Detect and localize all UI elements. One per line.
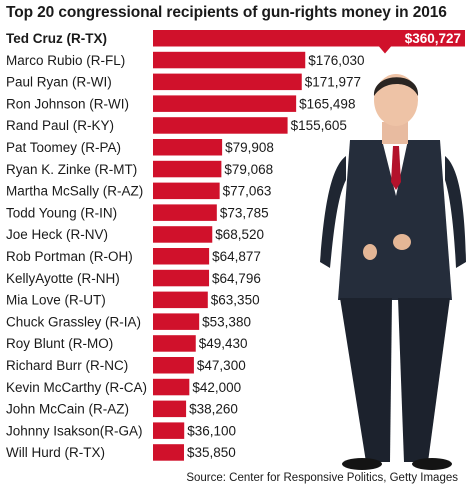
category-label: Kevin McCarthy (R-CA): [6, 380, 147, 395]
bar: [153, 204, 217, 221]
value-label: $49,430: [199, 336, 248, 351]
bar: [153, 291, 208, 309]
category-label: Richard Burr (R-NC): [6, 358, 128, 373]
bar: [153, 357, 194, 374]
chart-title: Top 20 congressional recipients of gun-r…: [6, 4, 447, 21]
value-label: $73,785: [220, 205, 269, 220]
bar: [153, 335, 196, 352]
value-label: $42,000: [192, 380, 241, 395]
category-label: Todd Young (R-IN): [6, 205, 117, 220]
bar: [153, 51, 306, 69]
value-label: $38,260: [189, 402, 238, 417]
bar: [153, 248, 210, 265]
value-label: $64,796: [212, 271, 261, 286]
value-label: $155,605: [291, 118, 347, 133]
bar: [153, 139, 223, 156]
category-label: Paul Ryan (R-WI): [6, 75, 112, 90]
value-label: $53,380: [202, 314, 251, 329]
bar: [153, 30, 465, 47]
category-label: Joe Heck (R-NV): [6, 227, 108, 242]
source-note: Source: Center for Responsive Politics, …: [186, 472, 458, 484]
category-label: Marco Rubio (R-FL): [6, 53, 125, 68]
bar: [153, 117, 288, 134]
value-label: $63,350: [211, 293, 260, 308]
bar: [153, 400, 187, 418]
value-label: $360,727: [405, 31, 461, 46]
value-label: $165,498: [299, 96, 355, 111]
bar: [153, 269, 210, 287]
category-label: Will Hurd (R-TX): [6, 445, 105, 460]
category-label: Roy Blunt (R-MO): [6, 336, 113, 351]
value-label: $171,977: [305, 75, 361, 90]
category-label: Mia Love (R-UT): [6, 293, 106, 308]
bar: [153, 444, 185, 461]
bar: [153, 378, 190, 396]
category-label: KellyAyotte (R-NH): [6, 271, 120, 286]
value-label: $36,100: [187, 423, 236, 438]
category-label: Chuck Grassley (R-IA): [6, 314, 141, 329]
bar-pointer: [379, 46, 391, 54]
value-label: $176,030: [308, 53, 364, 68]
category-label: Pat Toomey (R-PA): [6, 140, 121, 155]
category-label: Ryan K. Zinke (R-MT): [6, 162, 137, 177]
bar: [153, 226, 213, 243]
category-label: Ron Johnson (R-WI): [6, 96, 129, 111]
category-label: Rand Paul (R-KY): [6, 118, 114, 133]
value-label: $35,850: [187, 445, 236, 460]
value-label: $64,877: [212, 249, 261, 264]
bar: [153, 422, 185, 439]
bars-layer: Ted Cruz (R-TX) $360,727 Marco Rubio (R-FL…: [6, 30, 465, 461]
value-label: $77,063: [223, 184, 272, 199]
bar: [153, 160, 222, 178]
bar: [153, 73, 302, 91]
category-label: Ted Cruz (R-TX): [6, 31, 107, 46]
value-label: $47,300: [197, 358, 246, 373]
category-label: Martha McSally (R-AZ): [6, 184, 143, 199]
category-label: Rob Portman (R-OH): [6, 249, 133, 264]
value-label: $79,068: [224, 162, 273, 177]
category-label: John McCain (R-AZ): [6, 402, 129, 417]
bar: [153, 313, 200, 330]
photo-illustration: [320, 74, 466, 470]
category-label: Johnny Isakson(R-GA): [6, 423, 143, 438]
value-label: $79,908: [225, 140, 274, 155]
bar: [153, 95, 297, 112]
bar: [153, 182, 220, 200]
value-label: $68,520: [215, 227, 264, 242]
